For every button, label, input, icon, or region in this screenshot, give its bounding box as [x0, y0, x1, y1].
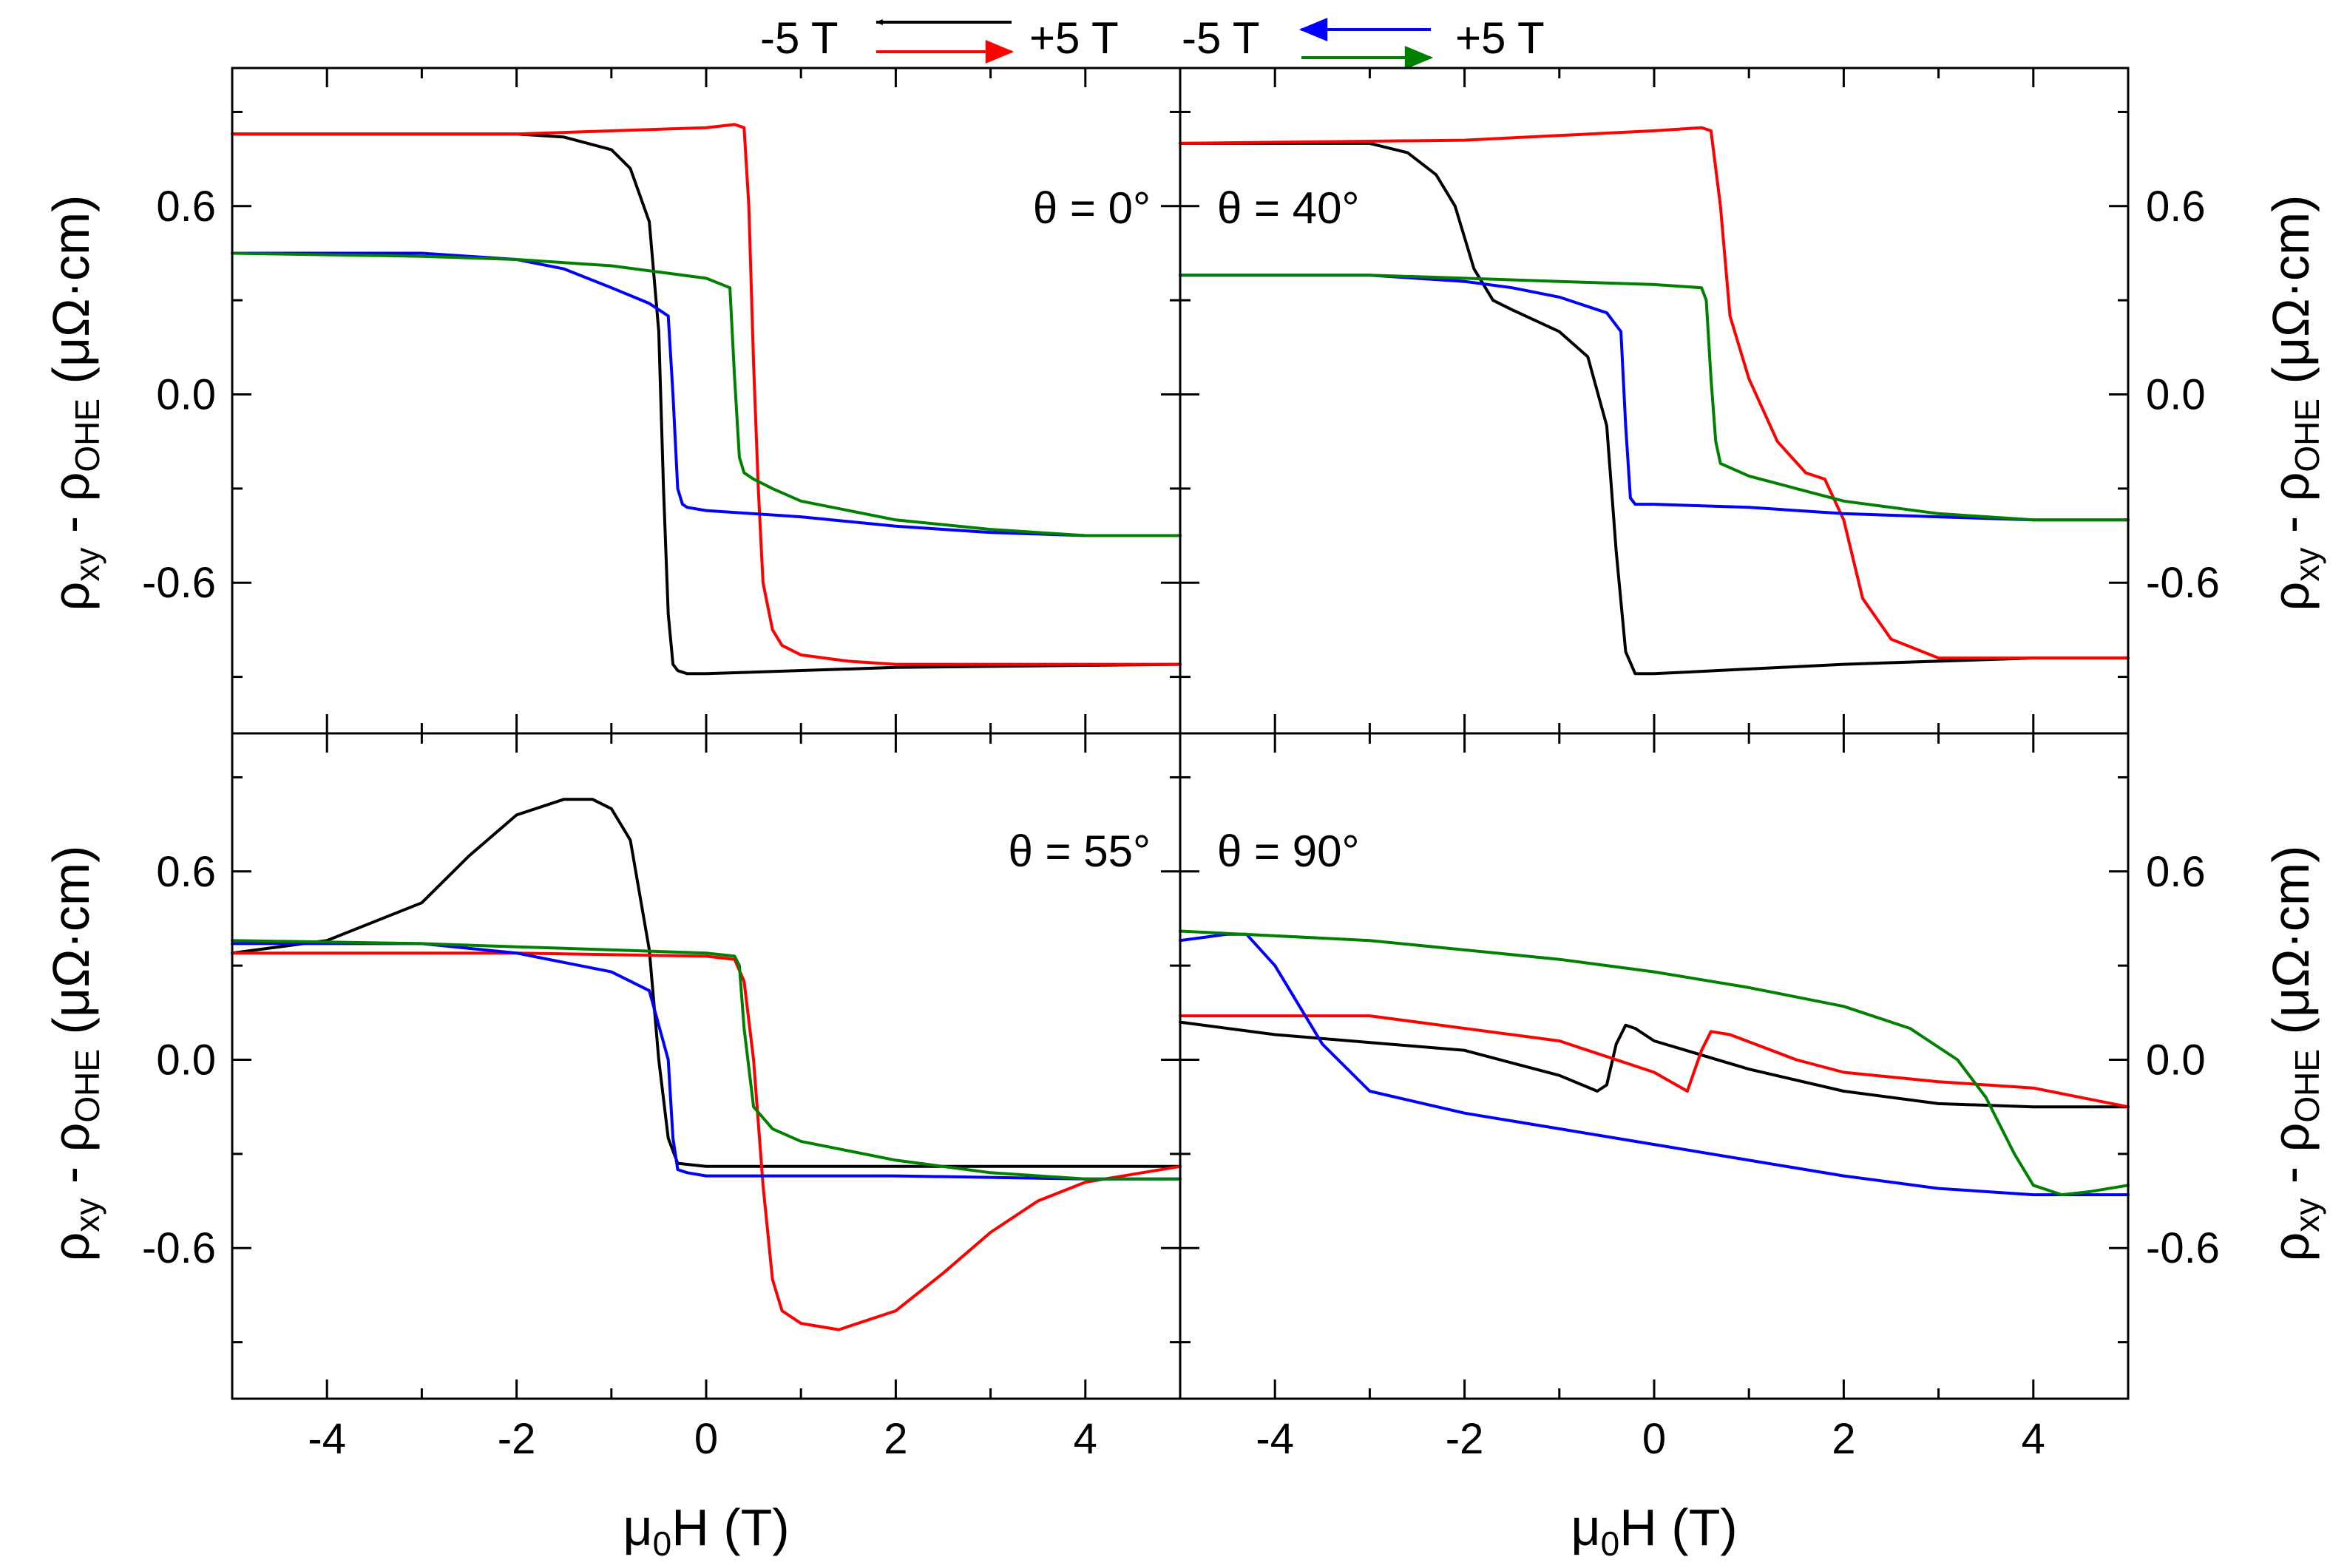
- x-tick-label: -4: [1256, 1415, 1294, 1463]
- y-tick-label: 0.6: [156, 183, 216, 231]
- x-tick-label: 4: [2022, 1415, 2045, 1463]
- x-axis-title-right: μ0H (T): [1571, 1499, 1737, 1563]
- series-bottom-left-red: [231, 951, 1182, 1331]
- panel-bottom-left: -0.6 0.0 0.6 -4 -2 0 2 4 θ = 55°: [142, 732, 1182, 1463]
- y-tick-label: 0.6: [2146, 183, 2206, 231]
- y-tick-label: 0.6: [156, 848, 216, 896]
- legend-1-start-label: -5 T: [760, 13, 839, 63]
- y-tick-label: 0.0: [2146, 1036, 2206, 1085]
- x-axis-title-left: μ0H (T): [623, 1499, 789, 1563]
- y-tick-label: -0.6: [2146, 559, 2220, 607]
- x-tick-label: 4: [1074, 1415, 1097, 1463]
- x-tick-label: 2: [1832, 1415, 1855, 1463]
- plot-area: -0.6 0.0 0.6 θ = 0° -0.6 0.0 0.6 θ = 40° -0.6 0.0…: [142, 67, 2220, 1463]
- series-bottom-right-blue: [1179, 932, 2130, 1197]
- legend-2-start-label: -5 T: [1182, 13, 1260, 63]
- panel-bottom-right: -0.6 0.0 0.6 -4 -2 0 2 4 θ = 90°: [1179, 732, 2220, 1463]
- series-top-left-red: [231, 123, 1182, 666]
- panel-frame-top-right: [1179, 67, 2130, 735]
- y-tick-label: -0.6: [142, 559, 216, 607]
- y-axis-title-top-left: ρxy - ρOHE (μΩ·cm): [42, 195, 106, 611]
- x-tick-label: -2: [1446, 1415, 1484, 1463]
- y-tick-label: 0.0: [156, 371, 216, 419]
- y-tick-label: -0.6: [142, 1224, 216, 1272]
- panel-label-bottom-right: θ = 90°: [1217, 827, 1359, 876]
- series-bottom-right-green: [1179, 929, 2130, 1197]
- series-top-right-red: [1179, 126, 2130, 660]
- y-axis-title-bottom-right: ρxy - ρOHE (μΩ·cm): [2262, 846, 2326, 1262]
- legend-2-end-label: +5 T: [1455, 13, 1545, 63]
- y-tick-label: 0.0: [2146, 371, 2206, 419]
- y-axis-title-top-right: ρxy - ρOHE (μΩ·cm): [2262, 195, 2326, 611]
- x-tick-label: 0: [1642, 1415, 1666, 1463]
- series-top-left-green: [231, 251, 1182, 537]
- panel-label-bottom-left: θ = 55°: [1009, 827, 1151, 876]
- series-bottom-left-black: [231, 798, 1182, 1168]
- series-top-left-black: [231, 132, 1182, 676]
- x-tick-label: -2: [498, 1415, 536, 1463]
- y-axis-title-bottom-left: ρxy - ρOHE (μΩ·cm): [42, 846, 106, 1262]
- x-tick-label: 0: [694, 1415, 718, 1463]
- legend: -5 T +5 T -5 T +5 T: [760, 13, 1545, 69]
- panel-top-right: -0.6 0.0 0.6 θ = 40°: [1179, 67, 2220, 735]
- series-bottom-right-black: [1179, 1020, 2130, 1109]
- y-tick-label: -0.6: [2146, 1224, 2220, 1272]
- x-tick-label: 2: [884, 1415, 907, 1463]
- y-tick-label: 0.6: [2146, 848, 2206, 896]
- series-bottom-left-green: [231, 939, 1182, 1181]
- series-top-right-black: [1179, 141, 2130, 676]
- panel-label-top-right: θ = 40°: [1217, 183, 1359, 233]
- series-bottom-right-red: [1179, 1014, 2130, 1109]
- legend-1-end-label: +5 T: [1029, 13, 1119, 63]
- series-top-left-blue: [231, 251, 1182, 537]
- series-top-right-green: [1179, 274, 2130, 522]
- series-bottom-left-blue: [231, 942, 1182, 1181]
- axis-titles: μ0H (T) μ0H (T) ρxy - ρOHE (μΩ·cm) ρxy -…: [42, 195, 2326, 1563]
- panel-top-left: -0.6 0.0 0.6 θ = 0°: [142, 67, 1182, 735]
- x-tick-label: -4: [308, 1415, 346, 1463]
- y-tick-label: 0.0: [156, 1036, 216, 1085]
- panel-label-top-left: θ = 0°: [1033, 183, 1151, 233]
- series-top-right-blue: [1179, 274, 2130, 522]
- panel-frame-top-left: [231, 67, 1182, 735]
